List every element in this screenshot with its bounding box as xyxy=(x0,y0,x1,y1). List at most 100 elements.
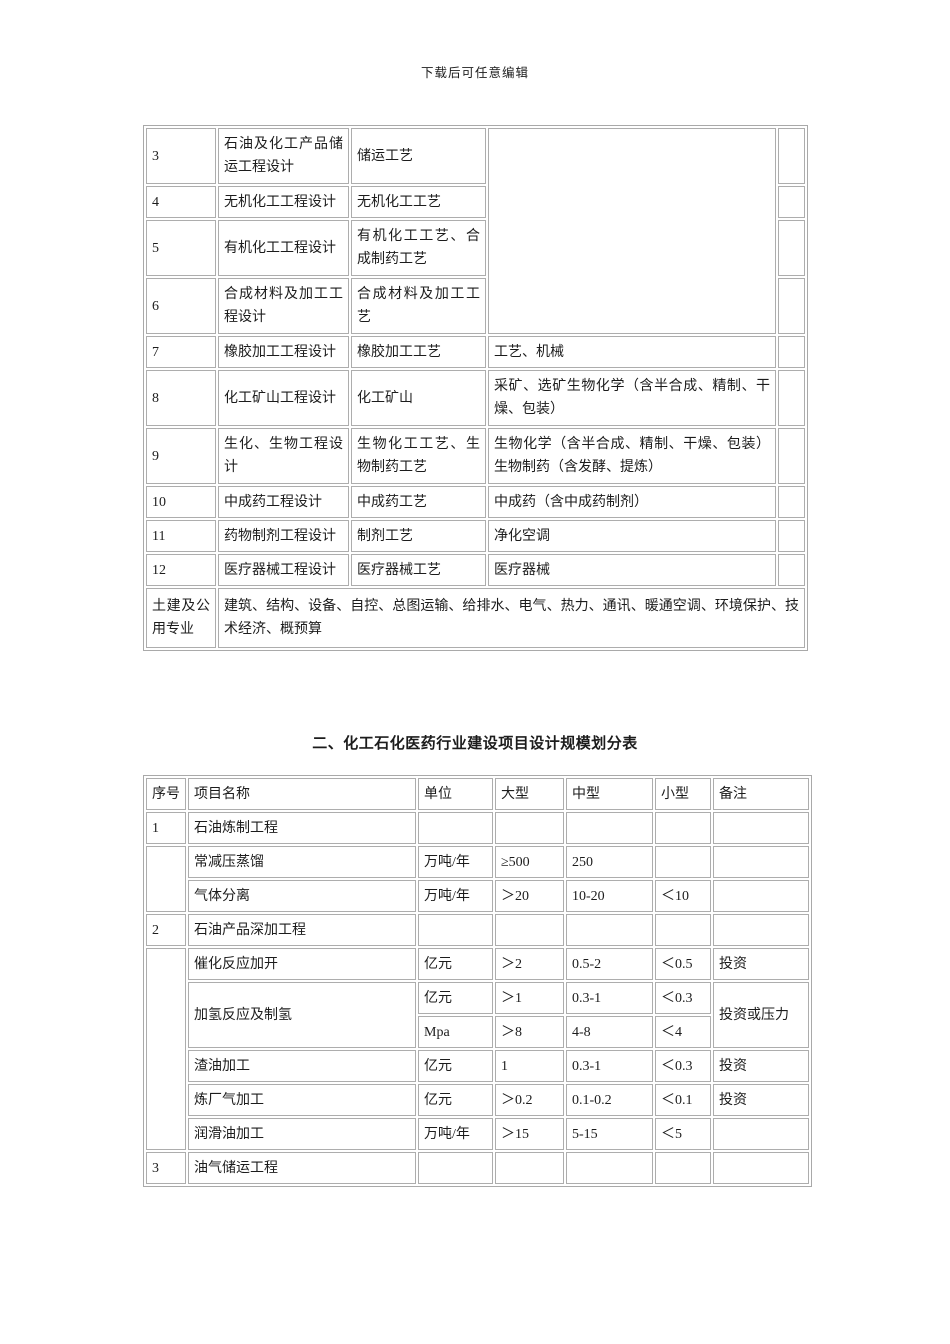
cell-scope: 工艺、机械 xyxy=(488,336,776,368)
cell-no-merged xyxy=(146,948,186,1150)
cell-process: 无机化工工艺 xyxy=(351,186,486,218)
cell-no: 10 xyxy=(146,486,216,518)
cell-unit xyxy=(418,812,493,844)
cell-remark xyxy=(713,880,809,912)
cell-no: 6 xyxy=(146,278,216,334)
cell-footer-label: 土建及公用专业 xyxy=(146,588,216,648)
header-cell-large: 大型 xyxy=(495,778,564,810)
table-row: 渣油加工 亿元 1 0.3-1 ＜0.3 投资 xyxy=(146,1050,809,1082)
header-cell-name: 项目名称 xyxy=(188,778,416,810)
cell-small xyxy=(655,914,711,946)
cell-medium: 0.5-2 xyxy=(566,948,653,980)
header-note: 下载后可任意编辑 xyxy=(420,66,529,80)
cell-medium: 0.3-1 xyxy=(566,982,653,1014)
cell-note xyxy=(778,554,805,586)
cell-name: 炼厂气加工 xyxy=(188,1084,416,1116)
cell-remark: 投资 xyxy=(713,948,809,980)
cell-small: ＜4 xyxy=(655,1016,711,1048)
cell-process: 生物化工工艺、生物制药工艺 xyxy=(351,428,486,484)
cell-remark-merged: 投资或压力 xyxy=(713,982,809,1048)
cell-no: 3 xyxy=(146,128,216,184)
cell-large xyxy=(495,812,564,844)
cell-note xyxy=(778,220,805,276)
cell-name: 气体分离 xyxy=(188,880,416,912)
table-row: 3 油气储运工程 xyxy=(146,1152,809,1184)
cell-unit: Mpa xyxy=(418,1016,493,1048)
cell-note xyxy=(778,186,805,218)
cell-scope-merged xyxy=(488,128,776,334)
cell-note xyxy=(778,370,805,426)
cell-design: 合成材料及加工工程设计 xyxy=(218,278,349,334)
cell-remark xyxy=(713,1152,809,1184)
cell-unit: 亿元 xyxy=(418,1084,493,1116)
cell-small xyxy=(655,1152,711,1184)
cell-no: 3 xyxy=(146,1152,186,1184)
cell-scope: 中成药（含中成药制剂） xyxy=(488,486,776,518)
cell-unit: 万吨/年 xyxy=(418,1118,493,1150)
cell-medium: 0.1-0.2 xyxy=(566,1084,653,1116)
cell-process: 化工矿山 xyxy=(351,370,486,426)
cell-large: ＞20 xyxy=(495,880,564,912)
cell-design: 无机化工工程设计 xyxy=(218,186,349,218)
cell-no: 9 xyxy=(146,428,216,484)
cell-unit: 亿元 xyxy=(418,948,493,980)
cell-medium: 250 xyxy=(566,846,653,878)
cell-design: 石油及化工产品储运工程设计 xyxy=(218,128,349,184)
cell-small: ＜10 xyxy=(655,880,711,912)
table-row: 加氢反应及制氢 亿元 ＞1 0.3-1 ＜0.3 投资或压力 xyxy=(146,982,809,1048)
cell-large: ＞2 xyxy=(495,948,564,980)
cell-note xyxy=(778,520,805,552)
cell-process: 合成材料及加工工艺 xyxy=(351,278,486,334)
table-row-footer: 土建及公用专业 建筑、结构、设备、自控、总图运输、给排水、电气、热力、通讯、暖通… xyxy=(146,588,805,648)
cell-design: 有机化工工程设计 xyxy=(218,220,349,276)
cell-name: 润滑油加工 xyxy=(188,1118,416,1150)
cell-small: ＜0.3 xyxy=(655,1050,711,1082)
header-cell-medium: 中型 xyxy=(566,778,653,810)
cell-design: 生化、生物工程设计 xyxy=(218,428,349,484)
cell-scope: 采矿、选矿生物化学（含半合成、精制、干燥、包装） xyxy=(488,370,776,426)
cell-name: 石油产品深加工程 xyxy=(188,914,416,946)
cell-small: ＜5 xyxy=(655,1118,711,1150)
cell-small: ＜0.1 xyxy=(655,1084,711,1116)
table-row: 3 石油及化工产品储运工程设计 储运工艺 xyxy=(146,128,805,334)
cell-large: ≥500 xyxy=(495,846,564,878)
table-row: 1 石油炼制工程 xyxy=(146,812,809,844)
cell-unit: 万吨/年 xyxy=(418,846,493,878)
table-row: 润滑油加工 万吨/年 ＞15 5-15 ＜5 xyxy=(146,1118,809,1150)
cell-unit: 万吨/年 xyxy=(418,880,493,912)
cell-remark: 投资 xyxy=(713,1084,809,1116)
table-row: Mpa ＞8 4-8 ＜4 xyxy=(146,1016,809,1048)
table-row: 8 化工矿山工程设计 化工矿山 采矿、选矿生物化学（含半合成、精制、干燥、包装） xyxy=(146,370,805,426)
cell-no-merged xyxy=(146,846,186,912)
cell-scope: 生物化学（含半合成、精制、干燥、包装）生物制药（含发酵、提炼） xyxy=(488,428,776,484)
cell-no: 5 xyxy=(146,220,216,276)
cell-medium xyxy=(566,812,653,844)
header-cell-no: 序号 xyxy=(146,778,186,810)
cell-large: ＞0.2 xyxy=(495,1084,564,1116)
cell-small: ＜0.3 xyxy=(655,982,711,1014)
cell-scope: 净化空调 xyxy=(488,520,776,552)
cell-process: 储运工艺 xyxy=(351,128,486,184)
cell-no: 11 xyxy=(146,520,216,552)
cell-scope: 医疗器械 xyxy=(488,554,776,586)
cell-small xyxy=(655,846,711,878)
cell-design: 药物制剂工程设计 xyxy=(218,520,349,552)
cell-no: 2 xyxy=(146,914,186,946)
cell-note xyxy=(778,336,805,368)
cell-process: 中成药工艺 xyxy=(351,486,486,518)
cell-unit: 亿元 xyxy=(418,982,493,1014)
cell-medium: 0.3-1 xyxy=(566,1050,653,1082)
cell-medium: 4-8 xyxy=(566,1016,653,1048)
cell-design: 医疗器械工程设计 xyxy=(218,554,349,586)
cell-unit xyxy=(418,914,493,946)
cell-large: ＞8 xyxy=(495,1016,564,1048)
table-row: 6 合成材料及加工工程设计 合成材料及加工工艺 xyxy=(146,278,805,334)
cell-no: 8 xyxy=(146,370,216,426)
table-row: 9 生化、生物工程设计 生物化工工艺、生物制药工艺 生物化学（含半合成、精制、干… xyxy=(146,428,805,484)
cell-no: 12 xyxy=(146,554,216,586)
cell-process: 有机化工工艺、合成制药工艺 xyxy=(351,220,486,276)
cell-remark xyxy=(713,846,809,878)
header-cell-small: 小型 xyxy=(655,778,711,810)
cell-name: 石油炼制工程 xyxy=(188,812,416,844)
cell-process: 医疗器械工艺 xyxy=(351,554,486,586)
